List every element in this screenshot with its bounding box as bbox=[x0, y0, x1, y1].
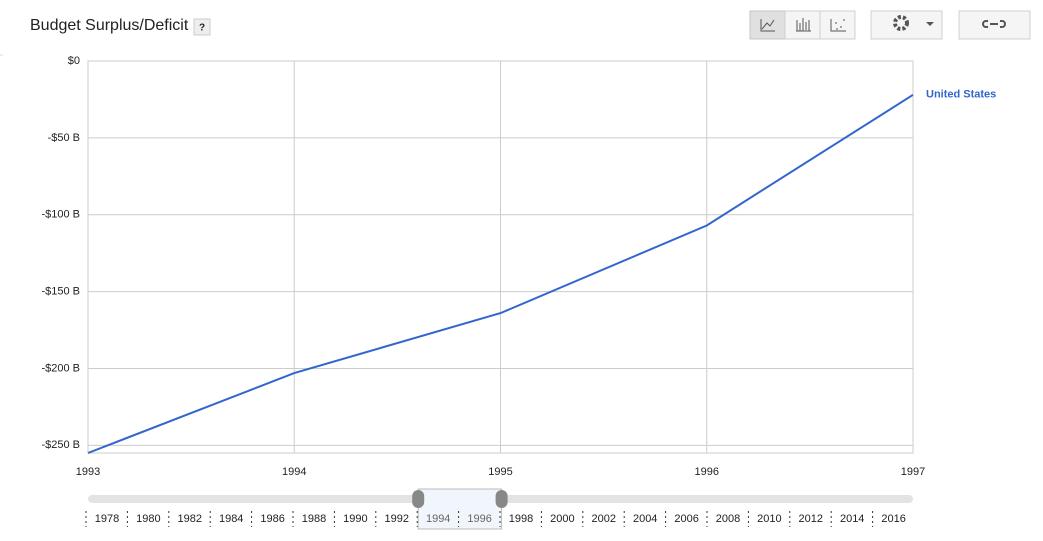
line-chart-button[interactable] bbox=[749, 10, 786, 40]
timeline-year[interactable]: 1994 bbox=[426, 513, 450, 525]
x-tick-label: 1997 bbox=[901, 466, 925, 478]
y-tick-label: -$50 B bbox=[48, 132, 80, 144]
timeline-year[interactable]: 1982 bbox=[178, 513, 202, 525]
scatter-chart-button[interactable] bbox=[819, 10, 856, 40]
timeline-year[interactable]: 2002 bbox=[592, 513, 616, 525]
timeline-year[interactable]: 2014 bbox=[840, 513, 864, 525]
timeline-year[interactable]: 1990 bbox=[343, 513, 367, 525]
legend-label: United States bbox=[926, 89, 996, 101]
timeline-year[interactable]: 1996 bbox=[467, 513, 491, 525]
timeline-year[interactable]: 1988 bbox=[302, 513, 326, 525]
y-tick-label: -$150 B bbox=[41, 285, 80, 297]
timeline-year[interactable]: 2006 bbox=[674, 513, 698, 525]
timeline-year[interactable]: 2016 bbox=[881, 513, 905, 525]
timeline-year[interactable]: 1986 bbox=[260, 513, 284, 525]
x-tick-label: 1996 bbox=[695, 466, 719, 478]
timeline-year[interactable]: 1992 bbox=[385, 513, 409, 525]
y-tick-label: -$100 B bbox=[41, 209, 80, 221]
timeline-year[interactable]: 2000 bbox=[550, 513, 574, 525]
bar-chart-button[interactable] bbox=[784, 10, 821, 40]
x-tick-label: 1993 bbox=[76, 466, 100, 478]
x-tick-label: 1994 bbox=[282, 466, 306, 478]
timeline-year[interactable]: 2012 bbox=[799, 513, 823, 525]
icon bbox=[761, 19, 775, 30]
x-tick-label: 1995 bbox=[488, 466, 512, 478]
help-text[interactable]: ? bbox=[199, 23, 205, 34]
timeline-year[interactable]: 1998 bbox=[509, 513, 533, 525]
timeline-handle[interactable] bbox=[495, 490, 508, 508]
icon bbox=[830, 19, 846, 32]
y-tick-label: $0 bbox=[68, 55, 80, 67]
icon bbox=[796, 18, 811, 32]
timeline-year[interactable]: 2004 bbox=[633, 513, 657, 525]
chart-type-buttons bbox=[749, 10, 856, 40]
y-tick-label: -$250 B bbox=[41, 439, 80, 451]
timeline-year[interactable]: 1980 bbox=[136, 513, 160, 525]
timeline-selection bbox=[417, 488, 503, 530]
timeline-year[interactable]: 2008 bbox=[716, 513, 740, 525]
y-tick-label: -$200 B bbox=[41, 362, 80, 374]
line bbox=[87, 93, 914, 454]
icon bbox=[760, 19, 775, 32]
timeline-year[interactable]: 2010 bbox=[757, 513, 781, 525]
timeline-handle[interactable] bbox=[412, 490, 425, 508]
gear-icon bbox=[893, 15, 909, 31]
timeline-year[interactable]: 1984 bbox=[219, 513, 243, 525]
dropdown-icon bbox=[926, 22, 934, 26]
chart-title: Budget Surplus/Deficit bbox=[30, 17, 189, 34]
timeline-year[interactable]: 1978 bbox=[95, 513, 119, 525]
link-icon bbox=[982, 20, 1006, 28]
help-button[interactable] bbox=[193, 18, 211, 36]
